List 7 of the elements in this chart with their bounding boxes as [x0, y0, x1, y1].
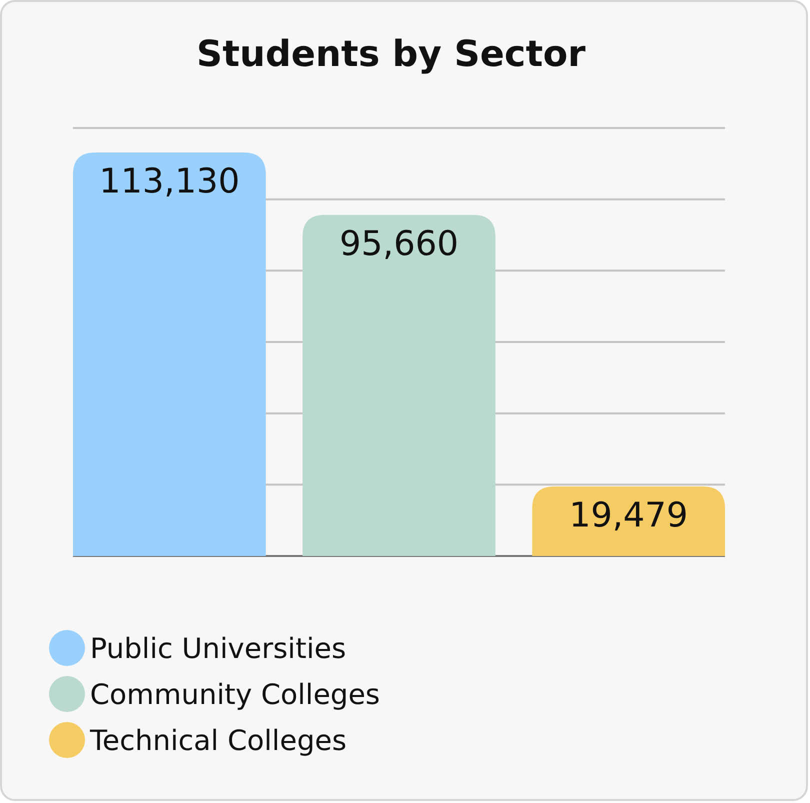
- chart-title: Students by Sector: [196, 34, 586, 75]
- data-label: 113,130: [99, 162, 240, 202]
- legend-label: Community Colleges: [90, 678, 380, 711]
- legend-label: Public Universities: [90, 632, 346, 665]
- legend-label: Technical Colleges: [89, 724, 347, 757]
- data-label: 95,660: [340, 224, 458, 264]
- data-label: 19,479: [569, 496, 688, 536]
